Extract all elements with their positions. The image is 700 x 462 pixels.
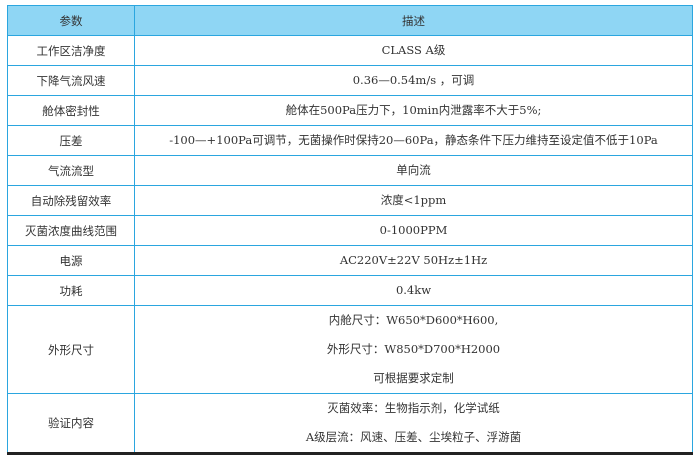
table-row: 电源 AC220V±22V 50Hz±1Hz (7, 245, 693, 276)
table-row: 气流流型 单向流 (7, 155, 693, 186)
desc-line: AC220V±22V 50Hz±1Hz (339, 253, 488, 267)
param-cell: 舱体密封性 (7, 95, 135, 126)
param-cell: 工作区洁净度 (7, 35, 135, 66)
table-row: 下降气流风速 0.36—0.54m/s ，可调 (7, 65, 693, 96)
desc-line: 0.36—0.54m/s ，可调 (352, 73, 475, 87)
desc-cell: 0-1000PPM (134, 215, 693, 246)
desc-line: 单向流 (396, 163, 431, 177)
table-row: 自动除残留效率 浓度<1ppm (7, 185, 693, 216)
desc-cell: 0.36—0.54m/s ，可调 (134, 65, 693, 96)
desc-line: CLASS A级 (381, 43, 446, 57)
spec-table: 参数 描述 工作区洁净度 CLASS A级下降气流风速 0.36—0.54m/s ，… (7, 5, 693, 455)
param-cell: 外形尺寸 (7, 305, 135, 394)
param-cell: 验证内容 (7, 393, 135, 455)
table-row: 外形尺寸 内舱尺寸：W650*D600*H600, 外形尺寸：W850*D700*H… (7, 305, 693, 394)
desc-line: -100—+100Pa可调节，无菌操作时保持20—60Pa，静态条件下压力维持至… (169, 133, 658, 147)
table-row: 功耗 0.4kw (7, 275, 693, 306)
desc-cell: 灭菌效率：生物指示剂，化学试纸 A级层流：风速、压差、尘埃粒子、浮游菌 (134, 393, 693, 455)
table-row: 验证内容 灭菌效率：生物指示剂，化学试纸 A级层流：风速、压差、尘埃粒子、浮游菌 (7, 393, 693, 455)
desc-line: A级层流：风速、压差、尘埃粒子、浮游菌 (305, 430, 522, 444)
table-row: 舱体密封性 舱体在500Pa压力下，10min内泄露率不大于5%; (7, 95, 693, 126)
desc-cell: CLASS A级 (134, 35, 693, 66)
desc-cell: 单向流 (134, 155, 693, 186)
desc-line: 外形尺寸：W850*D700*H2000 (326, 342, 501, 356)
desc-line: 可根据要求定制 (373, 371, 454, 385)
param-cell: 功耗 (7, 275, 135, 306)
header-param: 参数 (7, 5, 135, 36)
param-cell: 自动除残留效率 (7, 185, 135, 216)
desc-cell: 0.4kw (134, 275, 693, 306)
param-cell: 下降气流风速 (7, 65, 135, 96)
desc-line: 浓度<1ppm (380, 193, 447, 207)
param-cell: 灭菌浓度曲线范围 (7, 215, 135, 246)
desc-cell: AC220V±22V 50Hz±1Hz (134, 245, 693, 276)
table-row: 工作区洁净度 CLASS A级 (7, 35, 693, 66)
desc-line: 舱体在500Pa压力下，10min内泄露率不大于5%; (285, 103, 542, 117)
param-cell: 电源 (7, 245, 135, 276)
desc-cell: 浓度<1ppm (134, 185, 693, 216)
desc-line: 0-1000PPM (379, 223, 448, 237)
header-desc: 描述 (134, 5, 693, 36)
desc-cell: -100—+100Pa可调节，无菌操作时保持20—60Pa，静态条件下压力维持至… (134, 125, 693, 156)
desc-line: 灭菌效率：生物指示剂，化学试纸 (327, 401, 500, 415)
param-cell: 压差 (7, 125, 135, 156)
desc-cell: 内舱尺寸：W650*D600*H600, 外形尺寸：W850*D700*H2000… (134, 305, 693, 394)
table-row: 灭菌浓度曲线范围 0-1000PPM (7, 215, 693, 246)
desc-cell: 舱体在500Pa压力下，10min内泄露率不大于5%; (134, 95, 693, 126)
desc-line: 内舱尺寸：W650*D600*H600, (328, 313, 499, 327)
desc-line: 0.4kw (395, 283, 432, 297)
table-row: 压差 -100—+100Pa可调节，无菌操作时保持20—60Pa，静态条件下压力维… (7, 125, 693, 156)
param-cell: 气流流型 (7, 155, 135, 186)
header-row: 参数 描述 (7, 5, 693, 36)
